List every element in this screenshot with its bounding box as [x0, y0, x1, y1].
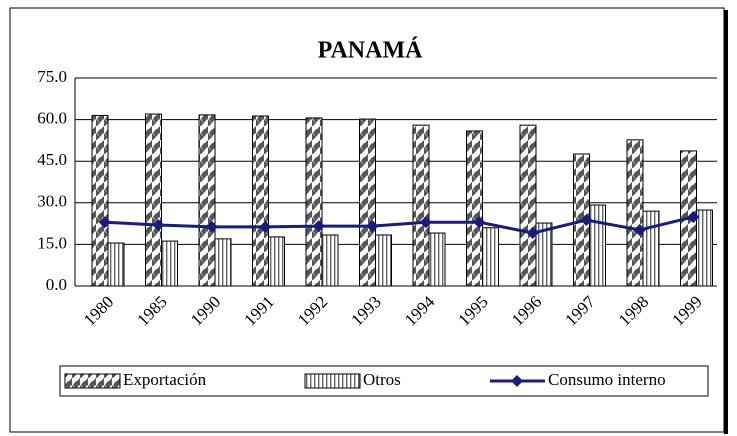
legend-swatch: [64, 373, 121, 389]
bar: [198, 114, 216, 287]
bar: [107, 242, 125, 287]
bar: [305, 117, 323, 287]
bar: [519, 124, 537, 287]
bar: [252, 115, 269, 287]
bar: [412, 124, 430, 287]
y-tick-label: 60.0: [37, 109, 67, 128]
line-marker: [633, 223, 646, 236]
line: [104, 215, 694, 235]
line-marker: [580, 213, 593, 226]
bar: [161, 240, 178, 287]
bar: [696, 209, 713, 287]
bar: [321, 234, 339, 287]
bar: [359, 118, 376, 287]
line-marker: [526, 227, 539, 240]
bar: [268, 236, 285, 287]
legend-label: Otros: [363, 370, 401, 389]
line-marker: [473, 216, 486, 229]
y-tick-label: 45.0: [37, 150, 67, 169]
line-marker: [152, 218, 165, 231]
bar: [466, 130, 483, 287]
bar: [375, 234, 392, 287]
chart-title: PANAMÁ: [318, 38, 424, 64]
bar: [642, 210, 660, 287]
line-marker: [687, 210, 700, 223]
line-marker: [205, 220, 218, 233]
y-tick-label: 30.0: [37, 192, 67, 211]
y-tick-label: 75.0: [37, 67, 67, 86]
legend-label: Exportación: [123, 370, 207, 389]
bar: [626, 139, 644, 287]
y-tick-label: 0.0: [46, 275, 67, 294]
y-tick-label: 15.0: [37, 233, 67, 252]
bar: [589, 204, 606, 287]
bar: [91, 114, 109, 287]
bar: [428, 232, 446, 287]
bar: [145, 113, 162, 287]
legend-swatch: [304, 373, 361, 389]
legend-marker: [511, 375, 523, 387]
legend-label: Consumo interno: [548, 370, 666, 389]
bar: [482, 227, 499, 287]
line-marker: [419, 216, 432, 229]
bar: [214, 238, 232, 287]
line-marker: [366, 220, 379, 233]
line-marker: [259, 220, 272, 233]
line-marker: [312, 220, 325, 233]
legend-box: [59, 365, 709, 397]
line-marker: [98, 216, 111, 229]
